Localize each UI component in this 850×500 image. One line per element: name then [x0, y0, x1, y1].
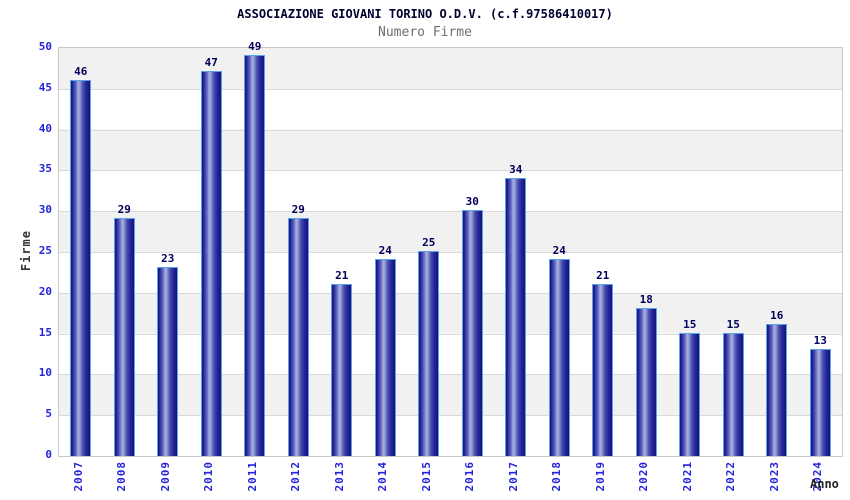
x-tick-label: 2010: [202, 461, 216, 492]
bar-value-label: 30: [465, 195, 479, 209]
y-tick-label: 15: [38, 325, 52, 339]
x-tick-label: 2017: [506, 461, 520, 492]
gridline: [59, 333, 842, 335]
bar-2015: [418, 251, 440, 456]
gridline: [59, 170, 842, 172]
bar-2010: [200, 71, 222, 456]
bar-2017: [505, 177, 527, 456]
bar-2014: [374, 259, 396, 456]
y-tick-label: 30: [38, 203, 52, 217]
bar-2013: [331, 283, 353, 456]
y-tick-label: 50: [38, 40, 52, 53]
bar-value-label: 13: [813, 333, 827, 347]
bar-value-label: 49: [248, 40, 262, 54]
bar-value-label: 15: [726, 317, 740, 331]
x-tick-label: 2012: [289, 461, 303, 492]
x-tick-label: 2008: [115, 461, 129, 492]
x-tick-label: 2019: [593, 461, 607, 492]
bar-2024: [809, 348, 831, 456]
bar-2022: [722, 332, 744, 456]
y-tick-label: 5: [45, 407, 52, 421]
y-tick-label: 20: [38, 284, 52, 298]
bar-2012: [287, 218, 309, 456]
bar-2011: [244, 55, 266, 456]
gridline: [59, 415, 842, 417]
x-tick-label: 2015: [419, 461, 433, 492]
bar-2023: [766, 324, 788, 456]
x-tick-label: 2020: [637, 461, 651, 492]
bar-2008: [113, 218, 135, 456]
bar-value-label: 25: [422, 236, 436, 249]
bar-value-label: 29: [291, 203, 305, 217]
y-tick-label: 35: [38, 162, 52, 176]
x-tick-label: 2009: [158, 461, 172, 492]
bar-value-label: 34: [509, 162, 523, 176]
y-tick-label: 45: [38, 80, 52, 94]
x-axis-title: Anno: [810, 477, 839, 491]
bar-2019: [592, 283, 614, 456]
x-tick-label: 2021: [680, 461, 694, 492]
bar-value-label: 21: [335, 268, 349, 282]
x-tick-label: 2023: [767, 461, 781, 492]
bar-2009: [157, 267, 179, 456]
bar-2007: [70, 79, 92, 456]
x-tick-label: 2011: [245, 461, 259, 492]
bar-value-label: 16: [770, 309, 784, 323]
bar-value-label: 29: [117, 203, 131, 217]
gridline: [59, 129, 842, 131]
gridline: [59, 252, 842, 253]
bar-value-label: 24: [378, 244, 392, 258]
y-tick-label: 40: [38, 121, 52, 135]
gridline: [59, 292, 842, 294]
x-tick-label: 2007: [71, 461, 85, 492]
bar-value-label: 23: [161, 252, 175, 266]
bar-value-label: 24: [552, 244, 566, 258]
chart-title: ASSOCIAZIONE GIOVANI TORINO O.D.V. (c.f.…: [237, 7, 613, 21]
bar-2018: [548, 259, 570, 456]
chart-subtitle: Numero Firme: [378, 25, 472, 40]
y-tick-label: 0: [45, 448, 52, 461]
x-tick-label: 2022: [724, 461, 738, 492]
gridline: [59, 374, 842, 376]
plot-area: 46 29 23 47 49 29 21 24 25 30 34 24 21 18 15 15 16 13: [58, 40, 843, 457]
bar-value-label: 46: [74, 64, 88, 78]
bar-2020: [635, 308, 657, 456]
bar-value-label: 21: [596, 268, 610, 282]
bar-value-label: 18: [639, 293, 653, 307]
x-tick-label: 2014: [376, 461, 390, 492]
x-tick-label: 2013: [332, 461, 346, 492]
gridline: [59, 88, 842, 90]
bar-value-label: 47: [204, 56, 218, 70]
gridline: [59, 211, 842, 213]
y-tick-label: 10: [38, 366, 52, 380]
bar-value-label: 15: [683, 317, 697, 331]
x-tick-label: 2018: [550, 461, 564, 492]
x-tick-label: 2016: [463, 461, 477, 492]
y-tick-label: 25: [38, 244, 52, 257]
bar-2021: [679, 332, 701, 456]
bar-2016: [461, 210, 483, 456]
